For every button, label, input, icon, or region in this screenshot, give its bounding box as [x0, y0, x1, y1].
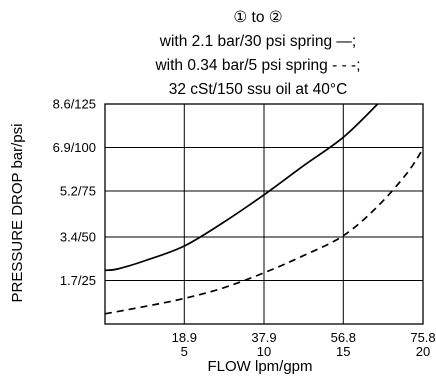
y-tick-label-0: 1.7/25	[60, 273, 96, 288]
y-tick-label-1: 3.4/50	[60, 230, 96, 245]
solid-curve-0	[104, 103, 379, 272]
x-axis-label: FLOW lpm/gpm	[207, 358, 312, 375]
x-tick-label-gpm-2: 15	[336, 344, 350, 359]
dashed-curve-1	[104, 148, 424, 315]
x-tick-label-gpm-3: 20	[416, 344, 430, 359]
title-line-3: with 0.34 bar/5 psi spring - - -;	[154, 57, 360, 74]
x-tick-label-lpm-2: 56.8	[331, 330, 356, 345]
x-tick-label-gpm-1: 10	[257, 344, 271, 359]
y-tick-label-2: 5.2/75	[60, 183, 96, 198]
x-tick-label-gpm-0: 5	[181, 344, 188, 359]
x-tick-label-lpm-0: 18.9	[172, 330, 197, 345]
chart-title: ① to ② with 2.1 bar/30 psi spring —; wit…	[154, 9, 360, 98]
x-tick-labels: 18.95 37.910 56.815 75.820	[172, 330, 436, 359]
plot-frame	[104, 103, 424, 325]
y-tick-label-3: 6.9/100	[53, 140, 96, 155]
title-line-2: with 2.1 bar/30 psi spring —;	[159, 33, 356, 50]
y-tick-label-4: 8.6/125	[53, 97, 96, 112]
series	[104, 103, 424, 315]
x-tick-label-lpm-1: 37.9	[251, 330, 276, 345]
title-line-4: 32 cSt/150 ssu oil at 40°C	[169, 81, 348, 98]
x-tick-label-lpm-3: 75.8	[410, 330, 435, 345]
title-line-1: ① to ②	[233, 9, 282, 26]
y-tick-labels: 1.7/25 3.4/50 5.2/75 6.9/100 8.6/125	[53, 97, 96, 289]
y-axis-label: PRESSURE DROP bar/psi	[9, 124, 26, 303]
grid	[105, 103, 424, 324]
